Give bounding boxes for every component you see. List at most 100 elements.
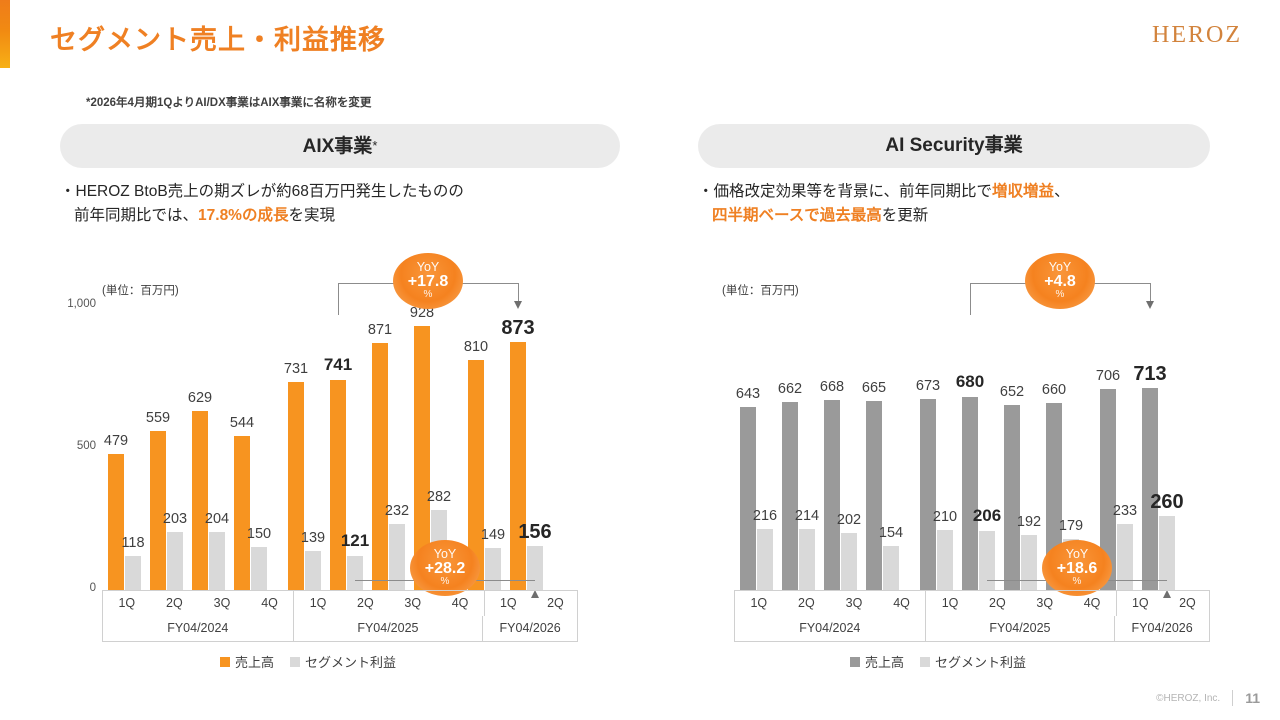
bar-sales bbox=[510, 342, 526, 590]
x-axis-quarter-label: 1Q bbox=[1131, 596, 1149, 610]
x-axis-quarter-label: 4Q bbox=[893, 596, 910, 610]
bar-value-label-sales: 559 bbox=[145, 410, 171, 427]
x-axis-quarter-label: 1Q bbox=[941, 596, 959, 610]
bar-profit bbox=[527, 545, 543, 590]
footer: ©HEROZ, Inc. 11 bbox=[1156, 690, 1260, 706]
x-axis-quarter-label: 3Q bbox=[213, 596, 231, 610]
bar-value-label-profit: 139 bbox=[300, 529, 326, 546]
copyright-text: ©HEROZ, Inc. bbox=[1156, 692, 1221, 704]
page-title: セグメント売上・利益推移 bbox=[50, 25, 386, 55]
chart-legend: 売上高 セグメント利益 bbox=[850, 652, 1026, 671]
x-axis-quarter-label: 3Q bbox=[845, 596, 863, 610]
bar-profit bbox=[1159, 516, 1175, 590]
bar-value-label-profit: 282 bbox=[426, 488, 452, 505]
legend-item-profit: セグメント利益 bbox=[290, 652, 396, 671]
bar-value-label-profit: 156 bbox=[518, 520, 552, 543]
bar-value-label-profit: 260 bbox=[1150, 491, 1184, 514]
bar-value-label-profit: 216 bbox=[752, 507, 778, 524]
legend-item-sales: 売上高 bbox=[850, 652, 904, 671]
bar-profit bbox=[125, 556, 141, 590]
yoy-profit-bubble: YoY +18.6% bbox=[1042, 540, 1112, 596]
arrow-up-icon bbox=[1163, 589, 1171, 598]
bar-sales bbox=[782, 401, 798, 590]
bar-value-label-sales: 668 bbox=[819, 379, 845, 396]
footnote-text: *2026年4月期1QよりAI/DX事業はAIX事業に名称を変更 bbox=[86, 97, 372, 109]
bar-value-label-profit: 203 bbox=[162, 511, 188, 528]
legend-swatch bbox=[850, 656, 860, 667]
bullet-sec-line2: 四半期ベースで過去最高を更新 bbox=[698, 204, 1210, 228]
bar-sales bbox=[330, 379, 346, 590]
x-axis-quarter-label: 2Q bbox=[798, 596, 815, 610]
bar-value-label-sales: 928 bbox=[409, 305, 435, 322]
bar-profit bbox=[979, 531, 995, 590]
segment-panel-aix: AIX事業* ・HEROZ BtoB売上の期ズレが約68百万円発生したものの 前… bbox=[60, 124, 620, 227]
x-axis-quarter-label: 2Q bbox=[989, 596, 1006, 610]
bar-value-label-sales: 629 bbox=[187, 390, 213, 407]
yoy-title: YoY bbox=[433, 547, 457, 562]
bar-profit bbox=[883, 546, 899, 590]
bar-profit bbox=[757, 528, 773, 590]
footer-divider bbox=[1232, 690, 1234, 706]
bar-sales bbox=[866, 401, 882, 590]
x-axis-fiscal-year-label: FY04/2024 bbox=[799, 621, 861, 635]
bullet-aix-line2-pre: 前年同期比では、 bbox=[74, 206, 199, 224]
legend-label: 売上高 bbox=[865, 655, 905, 670]
x-axis-quarter-label: 4Q bbox=[261, 596, 278, 610]
bar-value-label-profit: 210 bbox=[932, 509, 958, 526]
bar-value-label-sales: 673 bbox=[915, 377, 941, 394]
bar-sales bbox=[1142, 387, 1158, 590]
chart-unit-label: (単位：百万円) bbox=[722, 285, 799, 297]
bar-sales bbox=[1100, 389, 1116, 590]
bar-value-label-sales: 662 bbox=[777, 380, 803, 397]
legend-swatch bbox=[220, 656, 230, 667]
bar-profit bbox=[799, 529, 815, 590]
bar-sales bbox=[414, 326, 430, 590]
bar-value-label-sales: 706 bbox=[1095, 368, 1121, 385]
yoy-value: +4.8 bbox=[1044, 273, 1076, 291]
heroz-logo: HEROZ bbox=[1152, 22, 1242, 48]
bar-value-label-profit: 118 bbox=[121, 535, 145, 552]
x-axis-quarter-label: 1Q bbox=[309, 596, 327, 610]
segment-panel-ai-security: AI Security事業 ・価格改定効果等を背景に、前年同期比で増収増益、 四… bbox=[698, 124, 1210, 227]
x-axis-quarter-label: 3Q bbox=[404, 596, 422, 610]
bullet-sec-line1-pre: ・価格改定効果等を背景に、前年同期比で bbox=[698, 183, 993, 200]
bar-value-label-profit: 233 bbox=[1112, 502, 1138, 519]
legend-item-profit: セグメント利益 bbox=[920, 652, 1026, 671]
x-axis-quarter-label: 2Q bbox=[357, 596, 374, 610]
chart-ai-security: (単位：百万円) 643 216 662 214 668 202 665 154 673 210 68… bbox=[700, 253, 1220, 678]
x-axis-fiscal-year-label: FY04/2024 bbox=[167, 621, 229, 635]
arrow-up-icon bbox=[531, 589, 539, 598]
x-axis-fiscal-year-label: FY04/2025 bbox=[292, 616, 483, 641]
legend-swatch bbox=[290, 656, 301, 667]
bar-sales bbox=[150, 431, 166, 590]
yoy-profit-bubble: YoY +28.2% bbox=[410, 540, 480, 596]
x-axis-quarter-label: 4Q bbox=[451, 596, 469, 610]
yoy-sales-bubble: YoY +4.8% bbox=[1025, 253, 1095, 309]
bar-value-label-profit: 202 bbox=[836, 511, 862, 528]
x-axis-fiscal-year-label: FY04/2026 bbox=[482, 616, 577, 641]
bar-value-label-sales: 680 bbox=[955, 371, 985, 391]
bar-value-label-profit: 232 bbox=[384, 503, 410, 520]
x-axis-quarter-label: 2Q bbox=[1179, 596, 1196, 610]
bar-value-label-profit: 149 bbox=[480, 526, 506, 543]
yoy-unit: % bbox=[1055, 289, 1065, 301]
bar-sales bbox=[108, 453, 124, 590]
legend-swatch bbox=[920, 656, 931, 667]
legend-label: 売上高 bbox=[235, 655, 275, 670]
bullet-sec-highlight-1: 増収増益 bbox=[992, 183, 1055, 200]
bar-value-label-sales: 652 bbox=[999, 383, 1025, 400]
bar-value-label-profit: 154 bbox=[878, 525, 904, 542]
panel-header-ai-security: AI Security事業 bbox=[698, 124, 1210, 168]
bar-profit bbox=[347, 555, 363, 590]
yoy-unit: % bbox=[1072, 576, 1082, 588]
x-axis-quarter-label: 1Q bbox=[118, 596, 136, 610]
bar-value-label-sales: 660 bbox=[1041, 381, 1067, 398]
bar-value-label-profit: 192 bbox=[1016, 514, 1042, 531]
x-axis-quarter-label: 4Q bbox=[1083, 596, 1101, 610]
x-axis-fiscal-year-label: FY04/2025 bbox=[924, 616, 1115, 641]
chart-unit-label: (単位：百万円) bbox=[102, 285, 179, 297]
bar-profit bbox=[1021, 535, 1037, 590]
bar-profit bbox=[841, 532, 857, 590]
page-number: 11 bbox=[1245, 690, 1260, 706]
bar-value-label-sales: 810 bbox=[463, 338, 489, 355]
